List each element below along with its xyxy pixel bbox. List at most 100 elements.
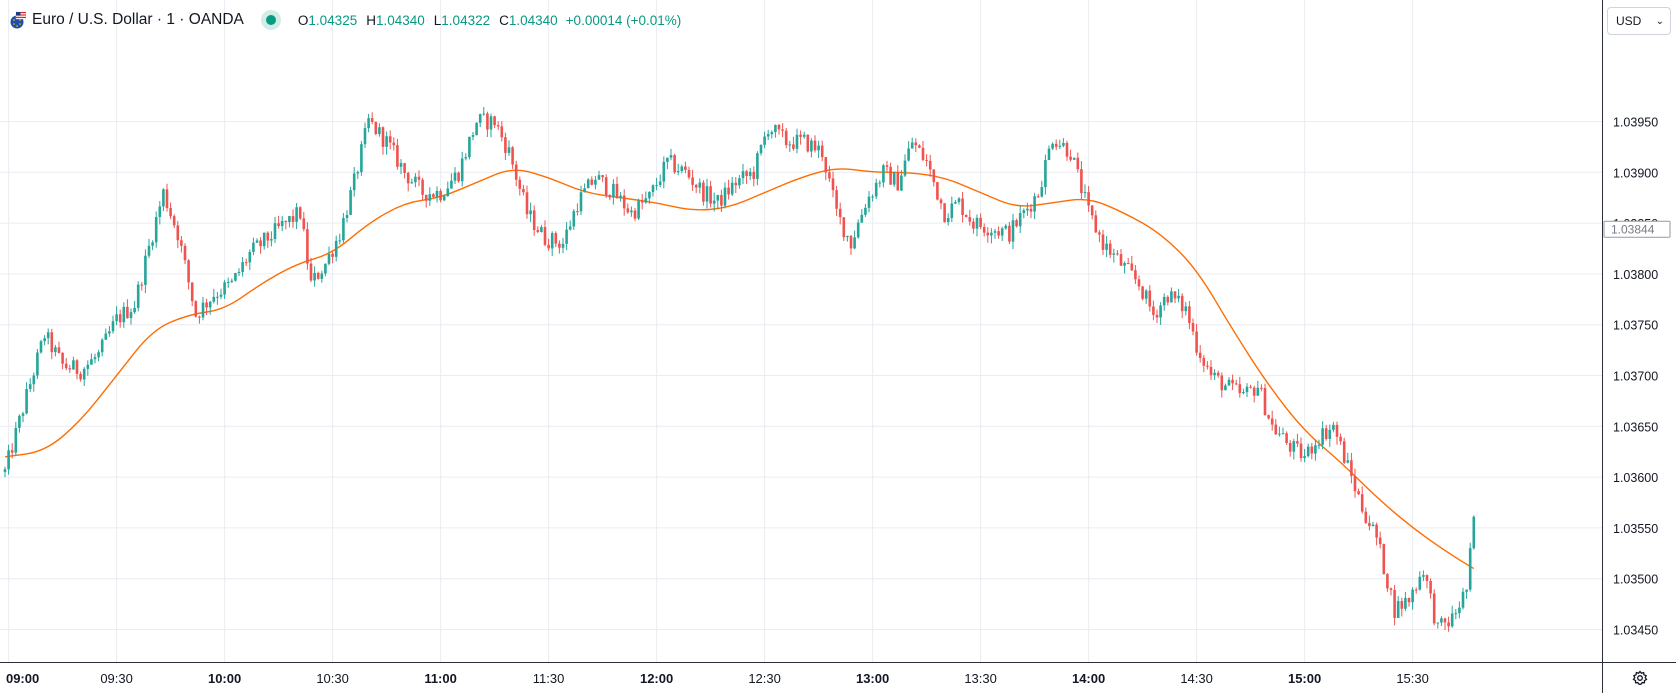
candle (208, 300, 212, 315)
candle (514, 160, 518, 187)
candle (190, 282, 194, 307)
candle-body (234, 273, 237, 281)
candle-body (273, 223, 277, 240)
time-scale[interactable]: 09:00 09:30 10:00 10:30 11:00 11:30 12:00 12:30… (0, 662, 1602, 693)
candle (1353, 468, 1357, 498)
candle (313, 266, 316, 287)
candle-body (1360, 494, 1364, 512)
candle-body (201, 302, 205, 318)
candle (291, 209, 295, 228)
candle-body (885, 165, 889, 167)
candle (61, 352, 64, 370)
candle-body (1332, 424, 1335, 430)
candle (342, 212, 345, 243)
candle-body (810, 140, 813, 152)
candle-body (856, 222, 860, 238)
candle-body (954, 202, 957, 204)
candle (511, 146, 514, 169)
candle (1026, 202, 1029, 216)
candle (1083, 184, 1087, 198)
candle (745, 169, 748, 184)
moving-average-line (4, 168, 1475, 570)
candle (460, 151, 464, 187)
price-axis[interactable]: 1.039501.039001.038501.038001.037501.037… (1603, 0, 1676, 662)
chart-settings-corner[interactable] (1602, 662, 1676, 693)
candle (1249, 384, 1252, 389)
candle-body (1432, 593, 1436, 624)
symbol-title[interactable]: Euro / U.S. Dollar · 1 · OANDA (32, 11, 244, 28)
candle-body (734, 182, 738, 186)
candle (1054, 139, 1058, 151)
price-scale[interactable]: 1.039501.039001.038501.038001.037501.037… (1602, 0, 1676, 662)
candle-body (57, 347, 61, 353)
candle-body (928, 160, 932, 170)
time-tick-label: 09:30 (100, 671, 133, 686)
candle (1119, 248, 1123, 267)
candle-body (1166, 296, 1170, 303)
candle-body (889, 166, 892, 185)
candle-body (820, 145, 824, 158)
eur-usd-flags-icon[interactable] (8, 11, 27, 29)
candle (504, 132, 507, 161)
candle (853, 230, 856, 250)
candle (1432, 589, 1436, 626)
candle (7, 444, 10, 475)
candle-body (1292, 441, 1296, 452)
time-tick-label: 10:00 (208, 671, 241, 686)
candle-body (54, 347, 57, 353)
candle-body (266, 232, 270, 241)
candle (1429, 578, 1432, 599)
candle-body (1011, 220, 1015, 242)
price-chart[interactable] (0, 0, 1602, 662)
candle (370, 112, 374, 125)
candle-body (284, 220, 288, 223)
candle-body (313, 272, 316, 281)
candle-body (129, 312, 133, 319)
currency-selector-button[interactable]: USD ⌄ (1607, 7, 1671, 35)
candle (1080, 161, 1083, 200)
candle (493, 115, 496, 129)
candle (676, 163, 680, 176)
candle (392, 137, 396, 151)
candle (1443, 617, 1447, 630)
candle-body (1022, 210, 1026, 214)
candle (18, 414, 21, 433)
candle (1465, 589, 1468, 599)
candle (950, 196, 954, 223)
candle (302, 211, 306, 232)
chart-pane[interactable] (0, 0, 1602, 662)
candle-body (255, 240, 259, 243)
candle-body (1256, 387, 1260, 396)
candle (543, 220, 547, 247)
price-tick-label: 1.03600 (1613, 471, 1658, 485)
candle-body (216, 296, 219, 298)
time-axis[interactable]: 09:00 09:30 10:00 10:30 11:00 11:30 12:00 12:30… (0, 663, 1602, 694)
candle-body (871, 196, 874, 198)
candle (1206, 361, 1209, 370)
candle-body (500, 126, 504, 138)
candle (1332, 421, 1335, 433)
candle-body (424, 194, 428, 201)
candle-body (900, 175, 903, 191)
candle (216, 292, 219, 305)
candle (752, 166, 756, 187)
time-tick-label: 15:00 (1288, 671, 1321, 686)
price-tick-label: 1.03500 (1613, 573, 1658, 587)
candle-body (997, 231, 1000, 236)
settings-gear-icon[interactable] (1632, 670, 1648, 686)
candle-body (676, 170, 680, 173)
candle-body (896, 172, 900, 191)
candle-body (1396, 601, 1400, 618)
candle-body (957, 198, 961, 203)
candle (1195, 323, 1198, 356)
market-status-indicator[interactable] (258, 9, 284, 31)
candle (90, 353, 93, 365)
candle-body (205, 302, 208, 308)
candle-body (14, 427, 18, 453)
candle-body (1278, 433, 1281, 435)
candle-body (457, 172, 460, 182)
candle-body (655, 185, 658, 187)
candle (226, 277, 230, 288)
candle (417, 170, 421, 187)
candle-body (367, 118, 370, 129)
